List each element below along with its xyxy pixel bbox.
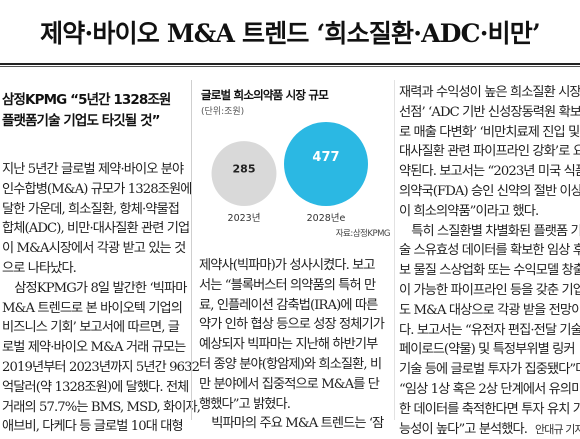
text-line: 빅파마의 주요 M&A 트렌드는 ‘잠: [199, 416, 384, 432]
subhead-line: 삼정KPMG “5년간 1328조원: [2, 92, 171, 108]
text-line: 비즈니스 기회’ 보고서에 따르면, 글: [2, 320, 180, 336]
bubble-1: [284, 122, 368, 206]
text-line: 로 매출 다변화’ ‘비만치료제 진입 및: [399, 124, 580, 140]
headline-rule-thin: [0, 66, 580, 67]
text-line: 의약국(FDA) 승인 신약의 절반 이상: [399, 183, 580, 199]
text-line: 대사질환 관련 파이프라인 강화’로 요: [399, 144, 580, 160]
text-line: 억달러(약 1328조원)에 달했다. 전체: [2, 379, 189, 395]
text-line: 예상되자 빅파마는 지난해 하반기부: [199, 337, 378, 353]
subheadline: 삼정KPMG “5년간 1328조원 플랫폼기술 기업도 타깃될 것”: [2, 90, 187, 132]
chart-title: 글로벌 희소의약품 시장 규모: [201, 88, 329, 102]
text-line: 합체(ADC), 비만·대사질환 관련 기업: [2, 221, 190, 237]
text-line: 한 데이터를 축적한다면 투자 유치 가: [399, 401, 580, 417]
text-line: 능성이 높다”고 분석했다. 안대규 기자: [399, 420, 580, 439]
text-line: 삼정KPMG가 8일 발간한 ‘빅파마: [2, 280, 187, 296]
column-divider: [191, 80, 192, 420]
chart-source: 자료:삼정KPMG: [335, 229, 391, 239]
text-line: 행했다”고 밝혔다.: [199, 396, 291, 412]
text-line: 로벌 제약·바이오 M&A 거래 규모는: [2, 340, 186, 356]
bubble-chart: 285 2023년 477 2028년e: [211, 122, 368, 224]
text-line: 애브비, 다케다 등 글로벌 10대 대형: [2, 419, 184, 435]
headline: 제약·바이오 M&A 트렌드 ‘희소질환·ADC·비만’: [40, 19, 541, 48]
text-line: 인수합병(M&A) 규모가 1328조원에: [2, 181, 192, 197]
text-line: 술 스유효성 데이터를 확보한 임상 후: [399, 243, 580, 259]
text-line: 재력과 수익성이 높은 희소질환 시장: [399, 85, 580, 100]
subhead-line: 플랫폼기술 기업도 타깃될 것”: [2, 113, 161, 129]
text-line: 료, 인플레이션 감축법(IRA)에 따른: [199, 297, 378, 313]
chart-unit: (단위:조원): [201, 107, 245, 117]
text-line: 다. 보고서는 “유전자 편집·전달 기술,: [399, 322, 580, 338]
text-line: 거래의 57.7%는 BMS, MSD, 화이자,: [2, 399, 201, 415]
text-line: 서는 “블록버스터 의약품의 특허 만: [199, 277, 376, 293]
bubble-value-label: 285: [233, 163, 256, 176]
text-line: 만 분야에서 집중적으로 M&A를 단: [199, 376, 380, 392]
text-line: M&A 트렌드로 본 바이오텍 기업의: [2, 300, 183, 316]
text-line: 선점’ ‘ADC 기반 신성장동력원 확보: [399, 104, 580, 120]
text-line: 도 M&A 대상으로 각광 받을 전망이: [399, 302, 580, 318]
text-line: 보 물질 스상업화 또는 수익모델 창출: [399, 263, 580, 279]
text-line: 이 희소의약품”이라고 했다.: [399, 203, 539, 219]
byline: 안대규 기자: [535, 422, 580, 436]
bubble-category-label: 2023년: [228, 213, 261, 224]
bubble-value-label: 477: [312, 150, 339, 165]
text-line: 으로 나타났다.: [2, 260, 77, 276]
text-line: 터 종양 분야(항암제)와 희소질환, 비: [199, 356, 382, 372]
text-line: “임상 1상 혹은 2상 단계에서 유의미: [399, 381, 580, 397]
text-line: 2019년부터 2023년까지 5년간 9632: [2, 359, 200, 375]
text-line: 이 M&A시장에서 각광 받고 있는 것: [2, 241, 186, 257]
bubble-category-label: 2028년e: [307, 213, 346, 224]
text-line-end: 능성이 높다”고 분석했다.: [399, 421, 528, 437]
text-line: 약가 인하 협상 등으로 성장 정체기가: [199, 317, 385, 333]
text-line: 페이로드(약물) 및 특정부위별 링커: [399, 342, 576, 358]
text-line: 이 가능한 파이프라인 등을 갖춘 기업: [399, 282, 580, 298]
headline-rule: [0, 63, 580, 65]
text-line: 기술 등에 글로벌 투자가 집중됐다”며: [399, 362, 580, 378]
text-line: 지난 5년간 글로벌 제약·바이오 분야: [2, 162, 184, 177]
text-line: 달한 가운데, 희소질환, 항체·약물접: [2, 201, 180, 217]
text-line: 특히 스질환별 차별화된 플랫폼 기: [399, 223, 580, 239]
text-line: 약된다. 보고서는 “2023년 미국 식품: [399, 164, 580, 180]
bubble-0: [211, 141, 277, 206]
text-line: 제약사(빅파마)가 성사시켰다. 보고: [199, 258, 376, 273]
column-divider: [394, 80, 395, 420]
